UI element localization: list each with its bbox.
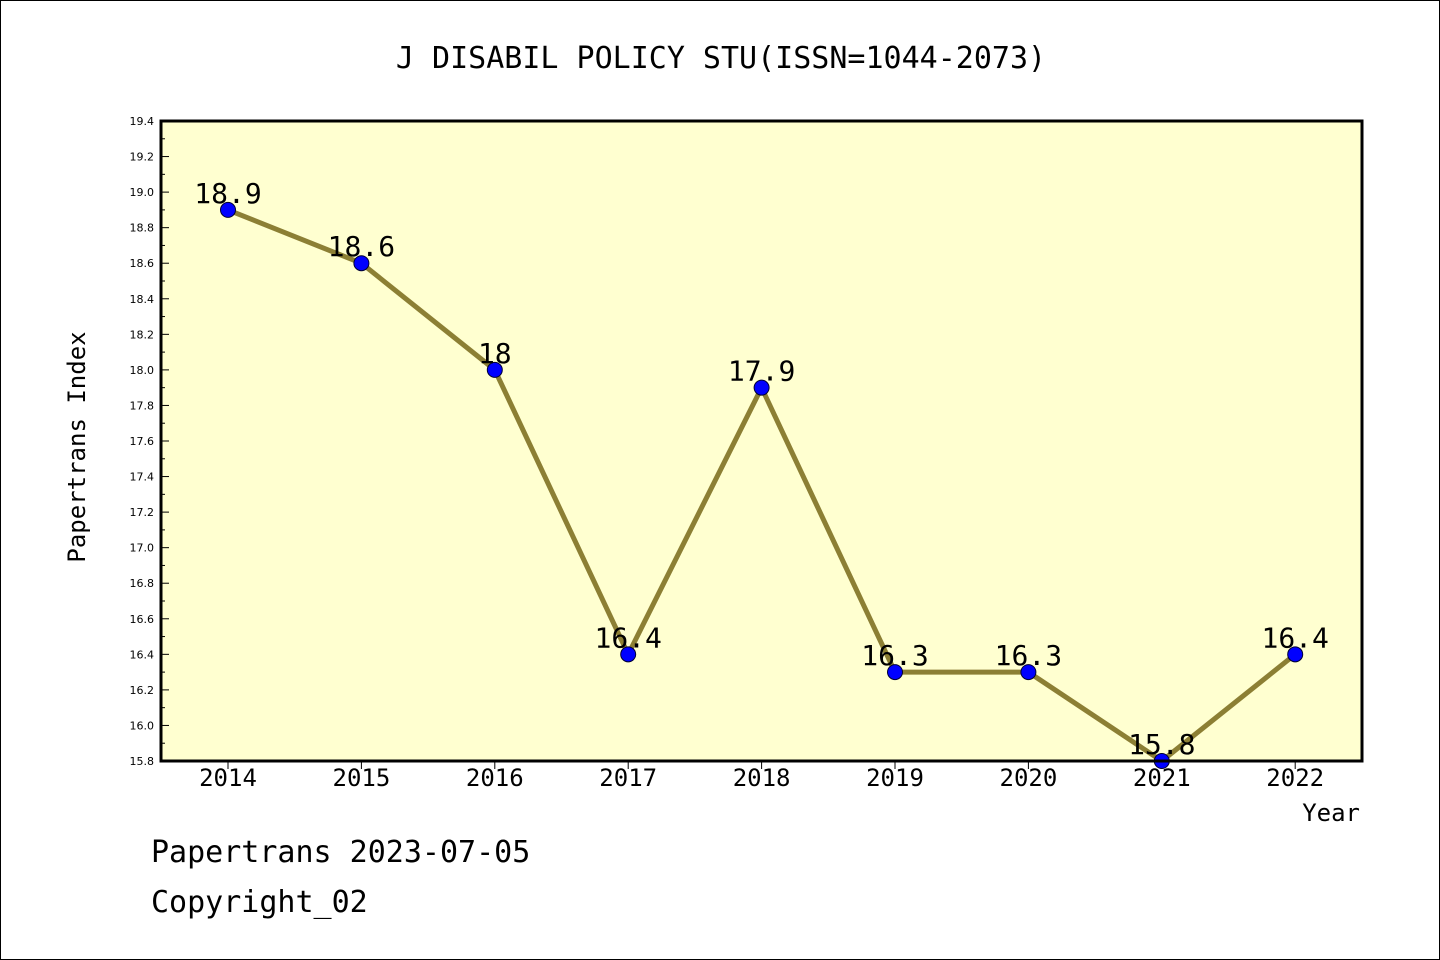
data-point-marker — [220, 201, 236, 218]
data-point-marker — [1020, 664, 1037, 681]
y-tick-label: 16.6 — [130, 613, 155, 626]
y-tick-label: 16.4 — [130, 648, 155, 661]
series-layer: 18.9 18.6 18 16.4 17.9 16.3 16.3 15.8 16.4 — [194, 177, 1329, 769]
y-tick-label: 18.0 — [130, 364, 155, 377]
footer-source: Papertrans 2023-07-05 — [151, 835, 531, 870]
data-point-marker — [353, 255, 370, 272]
y-tick-label: 16.2 — [130, 684, 155, 697]
x-tick-label: 2015 — [333, 764, 391, 792]
y-axis-label: Papertrans Index — [63, 331, 91, 562]
y-tick-label: 16.8 — [130, 577, 155, 590]
y-axis-ticks: 15.8 16.0 16.2 16.4 16.6 16.8 17.0 17.2 17.4 17.6… — [130, 115, 169, 768]
y-tick-label: 19.0 — [130, 186, 155, 199]
data-point-marker — [620, 646, 637, 663]
plot-frame — [159, 119, 1364, 763]
y-tick-label: 17.8 — [130, 399, 155, 412]
data-label: 17.9 — [728, 355, 795, 388]
data-label: 16.3 — [995, 639, 1062, 672]
y-tick-label: 17.2 — [130, 506, 155, 519]
data-label: 16.4 — [594, 621, 661, 654]
y-tick-label: 18.4 — [130, 293, 155, 306]
x-axis-ticks: 2014 2015 2016 2017 2018 2019 2020 2021 2022 — [199, 761, 1324, 792]
x-tick-label: 2019 — [866, 764, 924, 792]
x-tick-label: 2020 — [1000, 764, 1058, 792]
data-point-marker — [887, 664, 903, 681]
x-tick-label: 2018 — [733, 764, 791, 792]
x-axis-label: Year — [1302, 799, 1360, 827]
y-tick-label: 18.2 — [130, 328, 155, 341]
x-tick-label: 2017 — [599, 764, 657, 792]
y-tick-label: 19.2 — [130, 151, 155, 164]
x-tick-label: 2016 — [466, 764, 524, 792]
y-tick-label: 18.8 — [130, 222, 155, 235]
x-tick-label: 2022 — [1266, 764, 1324, 792]
footer-copyright: Copyright_02 — [151, 885, 368, 920]
chart-title: J DISABIL POLICY STU(ISSN=1044-2073) — [396, 41, 1046, 76]
y-tick-label: 17.0 — [130, 542, 155, 555]
y-tick-label: 15.8 — [130, 755, 155, 768]
y-tick-label: 18.6 — [130, 257, 155, 270]
data-label: 18.6 — [328, 230, 395, 263]
data-label: 15.8 — [1128, 728, 1195, 761]
plot-area — [161, 121, 1362, 761]
x-tick-label: 2014 — [199, 764, 257, 792]
y-tick-label: 19.4 — [130, 115, 155, 128]
data-label: 18 — [478, 337, 512, 370]
data-point-marker — [486, 361, 503, 378]
y-tick-label: 17.4 — [130, 471, 155, 484]
data-point-marker — [1287, 646, 1304, 663]
data-label: 18.9 — [194, 177, 261, 210]
y-tick-label: 16.0 — [130, 719, 155, 732]
data-point-marker — [753, 379, 770, 396]
data-label: 16.3 — [861, 639, 928, 672]
y-tick-label: 17.6 — [130, 435, 155, 448]
data-label: 16.4 — [1261, 621, 1328, 654]
